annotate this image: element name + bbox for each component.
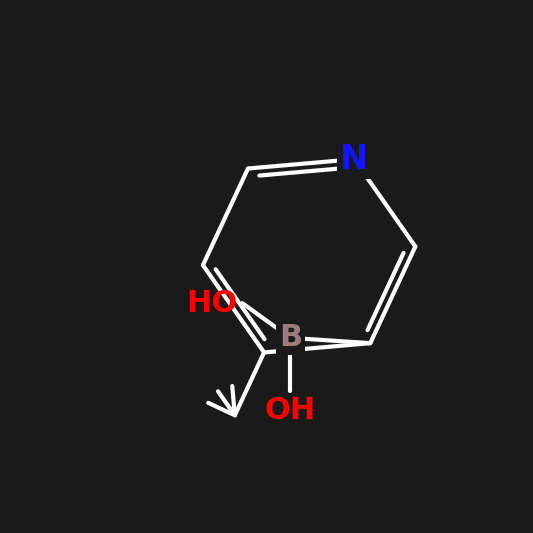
Text: OH: OH bbox=[265, 397, 316, 425]
Text: N: N bbox=[340, 143, 368, 176]
Text: B: B bbox=[279, 324, 302, 352]
Text: HO: HO bbox=[186, 289, 237, 318]
